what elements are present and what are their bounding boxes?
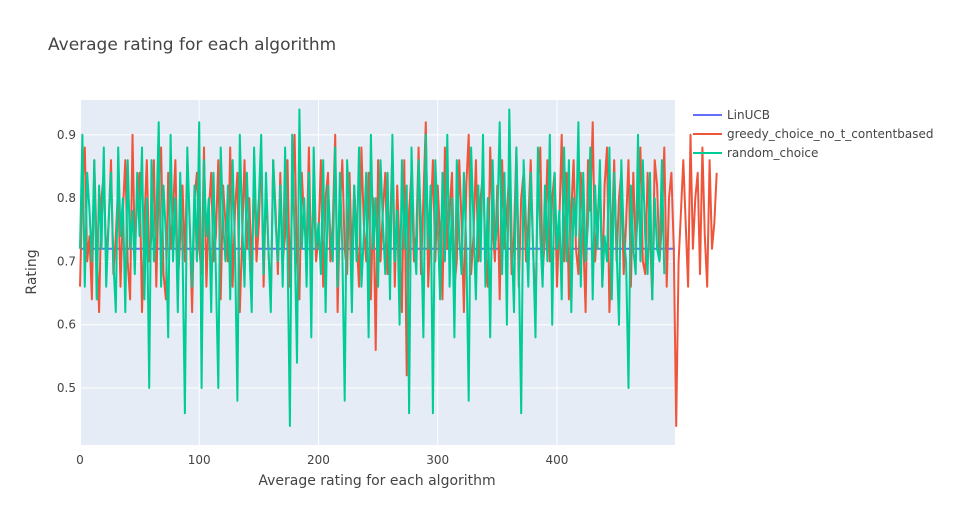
x-axis-label: Average rating for each algorithm	[258, 473, 495, 489]
x-tick-label: 200	[307, 453, 330, 467]
series-lines	[79, 108, 718, 427]
x-tick-label: 400	[546, 453, 569, 467]
x-tick-label: 300	[426, 453, 449, 467]
series-line-random_choice	[79, 108, 666, 427]
x-tick-label: 100	[188, 453, 211, 467]
chart-title: Average rating for each algorithm	[48, 35, 336, 55]
y-axis-ticks: 0.5 0.6 0.7 0.8 0.9	[57, 128, 76, 395]
y-tick-label: 0.8	[57, 191, 76, 205]
legend-label: greedy_choice_no_t_contentbased	[727, 127, 933, 141]
legend-item[interactable]: random_choice	[693, 146, 818, 160]
legend-label: LinUCB	[727, 108, 770, 122]
y-tick-label: 0.9	[57, 128, 76, 142]
x-axis-ticks: 0 100 200 300 400	[76, 453, 568, 467]
legend-label: random_choice	[727, 146, 818, 160]
y-tick-label: 0.5	[57, 381, 76, 395]
y-tick-label: 0.6	[57, 318, 76, 332]
legend-item[interactable]: LinUCB	[693, 108, 770, 122]
legend[interactable]: LinUCB greedy_choice_no_t_contentbasedran…	[693, 108, 933, 160]
y-tick-label: 0.7	[57, 254, 76, 268]
y-axis-label: Rating	[24, 249, 40, 294]
x-tick-label: 0	[76, 453, 84, 467]
legend-item[interactable]: greedy_choice_no_t_contentbased	[693, 127, 933, 141]
